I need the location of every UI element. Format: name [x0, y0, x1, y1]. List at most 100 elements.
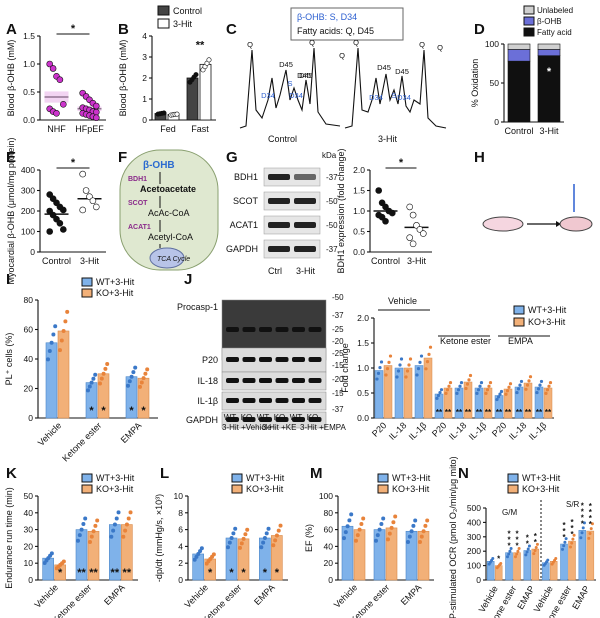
j-kda-mark: -37 [332, 405, 344, 414]
data-point [194, 554, 199, 559]
data-point [459, 381, 464, 385]
data-point [393, 514, 398, 519]
data-point [65, 309, 70, 314]
y-tick-label: 6 [178, 525, 183, 535]
y-axis-title: PL⁺ cells (%) [4, 333, 14, 386]
data-point [345, 524, 350, 529]
c-peak-label: D34 [261, 91, 275, 100]
y-tick-label: 50 [490, 78, 500, 88]
j-band [242, 378, 256, 383]
data-point [56, 220, 64, 227]
x-tick-label: HFpEF [75, 124, 104, 134]
sig-star: ** [77, 567, 86, 579]
legend-swatch-fatty [523, 27, 535, 37]
y-tick-label: 0.0 [23, 115, 35, 125]
bar-ko [353, 529, 366, 581]
c-group-3hit: 3-Hit [378, 134, 398, 144]
data-point [524, 553, 528, 557]
y-tick-label: 100 [467, 561, 481, 571]
legend-j-swatch-ko [513, 317, 525, 327]
sig-star: ** [456, 408, 463, 417]
data-point [569, 545, 572, 549]
data-point [77, 533, 82, 538]
y-tick-label: 3 [142, 52, 147, 62]
data-point [192, 557, 197, 562]
bar-ko [503, 388, 513, 419]
legend-i-swatch-ko [81, 288, 93, 298]
y-tick-label: 300 [467, 532, 481, 542]
data-point [116, 510, 121, 515]
data-point [378, 366, 382, 370]
data-point [479, 381, 484, 385]
sig-star: * [497, 555, 501, 564]
data-point [423, 523, 428, 528]
data-point [499, 561, 503, 565]
data-point [418, 360, 422, 364]
f-mitochondrion [119, 149, 219, 271]
data-point [507, 552, 511, 556]
bar-ko [531, 548, 540, 581]
g-row-label: SCOT [233, 196, 259, 206]
data-point [388, 209, 396, 217]
data-point [145, 367, 150, 372]
x-tick-label: IL-18 [387, 420, 409, 442]
y-tick-label: 20 [24, 384, 34, 394]
legend-swatch-bohb [523, 16, 535, 26]
data-point [198, 549, 203, 554]
x-tick-label: P20 [490, 420, 508, 438]
data-point [79, 206, 86, 214]
panel-label-k: K [6, 465, 17, 482]
j-kda-mark: -37 [332, 311, 344, 320]
legend-label-fatty: Fatty acid [537, 28, 572, 37]
bar-wt [45, 342, 58, 419]
y-axis-i: 0 20 40 60 80 PL⁺ cells (%) [4, 295, 39, 423]
sig-star: * [589, 520, 593, 529]
data-point [273, 538, 278, 543]
data-point [261, 540, 266, 545]
panel-label-c: C [226, 21, 237, 38]
data-point [161, 110, 167, 116]
y-axis-e: 0 100 200 300 400 Myocardial β-OHB (μmol/mg p… [6, 138, 41, 284]
g-row-label: BDH1 [234, 172, 258, 182]
g-kda-mark: -50 [326, 197, 338, 206]
x-tick-label: EMPA [119, 420, 144, 445]
data-point [131, 370, 136, 375]
data-point [174, 111, 180, 117]
j-kda-mark: -25 [332, 325, 344, 334]
f-tca-ellipse [149, 247, 185, 269]
sig-star: * [562, 533, 566, 542]
data-point [375, 377, 379, 381]
sig-star: * [515, 530, 519, 539]
c-title-line2: Fatty acids: Q, D45 [297, 26, 374, 36]
y-tick-label: 2.0 [357, 313, 369, 323]
data-point [47, 349, 52, 354]
bar-ko [443, 387, 453, 419]
c-peak-label: S [391, 91, 396, 100]
data-point [505, 389, 510, 393]
legend-d: Unlabeled β-OHB Fatty acid [523, 5, 573, 37]
j-kda-mark: -20 [332, 375, 344, 384]
sig-star: * [534, 532, 538, 541]
data-point [389, 525, 394, 530]
panel-label-g: G [226, 149, 238, 166]
bar-wt [394, 367, 404, 419]
data-point [517, 547, 521, 551]
data-point [124, 522, 129, 527]
data-point [359, 522, 364, 527]
j-band [308, 378, 322, 383]
data-point [59, 226, 67, 233]
g-kda-mark: -50 [326, 221, 338, 230]
data-point [409, 529, 414, 534]
data-point [93, 372, 98, 377]
sig-star: ** [111, 567, 120, 579]
legend-n-label-wt: WT+3-Hit [522, 473, 561, 483]
data-point [133, 365, 138, 370]
bar-wt [454, 387, 464, 419]
legend-b: Control 3-Hit [157, 5, 202, 29]
sig-star: ** [525, 408, 532, 417]
data-point [49, 340, 54, 345]
data-point [79, 170, 86, 178]
j-band [308, 357, 322, 362]
sig-star: * [58, 567, 63, 579]
sig-star: * [507, 542, 511, 551]
